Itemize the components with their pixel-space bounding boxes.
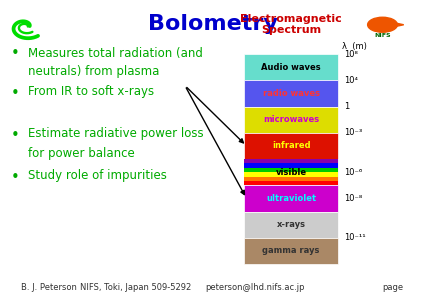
- Bar: [244, 159, 338, 164]
- Ellipse shape: [368, 17, 397, 32]
- Text: Estimate radiative power loss
for power balance: Estimate radiative power loss for power …: [28, 128, 203, 160]
- Text: NIFS: NIFS: [374, 33, 391, 38]
- Text: infrared: infrared: [272, 141, 310, 150]
- Text: 10⁴: 10⁴: [344, 76, 358, 85]
- Text: x-rays: x-rays: [277, 220, 306, 229]
- Text: gamma rays: gamma rays: [262, 246, 320, 255]
- Text: Electromagnetic
Spectrum: Electromagnetic Spectrum: [240, 14, 342, 35]
- Bar: [244, 238, 338, 264]
- Text: 10⁸: 10⁸: [344, 50, 358, 58]
- Bar: [244, 133, 338, 159]
- Bar: [244, 164, 338, 168]
- Text: 10⁻⁶: 10⁻⁶: [344, 168, 363, 177]
- Text: 1: 1: [344, 102, 349, 111]
- Text: λ  (m): λ (m): [342, 42, 367, 51]
- Text: Bolometry: Bolometry: [147, 14, 278, 34]
- Text: peterson@lhd.nifs.ac.jp: peterson@lhd.nifs.ac.jp: [205, 284, 305, 292]
- Text: radio waves: radio waves: [263, 89, 320, 98]
- Text: •: •: [11, 169, 20, 184]
- Text: Audio waves: Audio waves: [261, 63, 321, 72]
- Text: microwaves: microwaves: [263, 115, 319, 124]
- Text: 10⁻³: 10⁻³: [344, 128, 363, 137]
- Text: •: •: [11, 85, 20, 100]
- Text: visible: visible: [275, 168, 307, 177]
- Bar: [244, 168, 338, 172]
- Text: NIFS, Toki, Japan 509-5292: NIFS, Toki, Japan 509-5292: [80, 284, 192, 292]
- Text: page: page: [382, 284, 404, 292]
- Bar: [244, 212, 338, 238]
- Bar: [244, 185, 338, 212]
- Bar: [244, 80, 338, 106]
- Text: 10⁻¹¹: 10⁻¹¹: [344, 233, 366, 242]
- Text: Measures total radiation (and
neutrals) from plasma: Measures total radiation (and neutrals) …: [28, 46, 202, 79]
- Text: From IR to soft x-rays: From IR to soft x-rays: [28, 85, 154, 98]
- Bar: [244, 176, 338, 181]
- Bar: [244, 159, 338, 185]
- Text: •: •: [11, 128, 20, 142]
- Text: B. J. Peterson: B. J. Peterson: [21, 284, 77, 292]
- Text: ultraviolet: ultraviolet: [266, 194, 316, 203]
- Text: 10⁻⁸: 10⁻⁸: [344, 194, 363, 203]
- Text: •: •: [11, 46, 20, 62]
- Polygon shape: [393, 22, 404, 27]
- Text: Study role of impurities: Study role of impurities: [28, 169, 167, 182]
- Bar: [244, 181, 338, 185]
- Bar: [244, 54, 338, 80]
- Bar: [244, 106, 338, 133]
- Bar: [244, 172, 338, 176]
